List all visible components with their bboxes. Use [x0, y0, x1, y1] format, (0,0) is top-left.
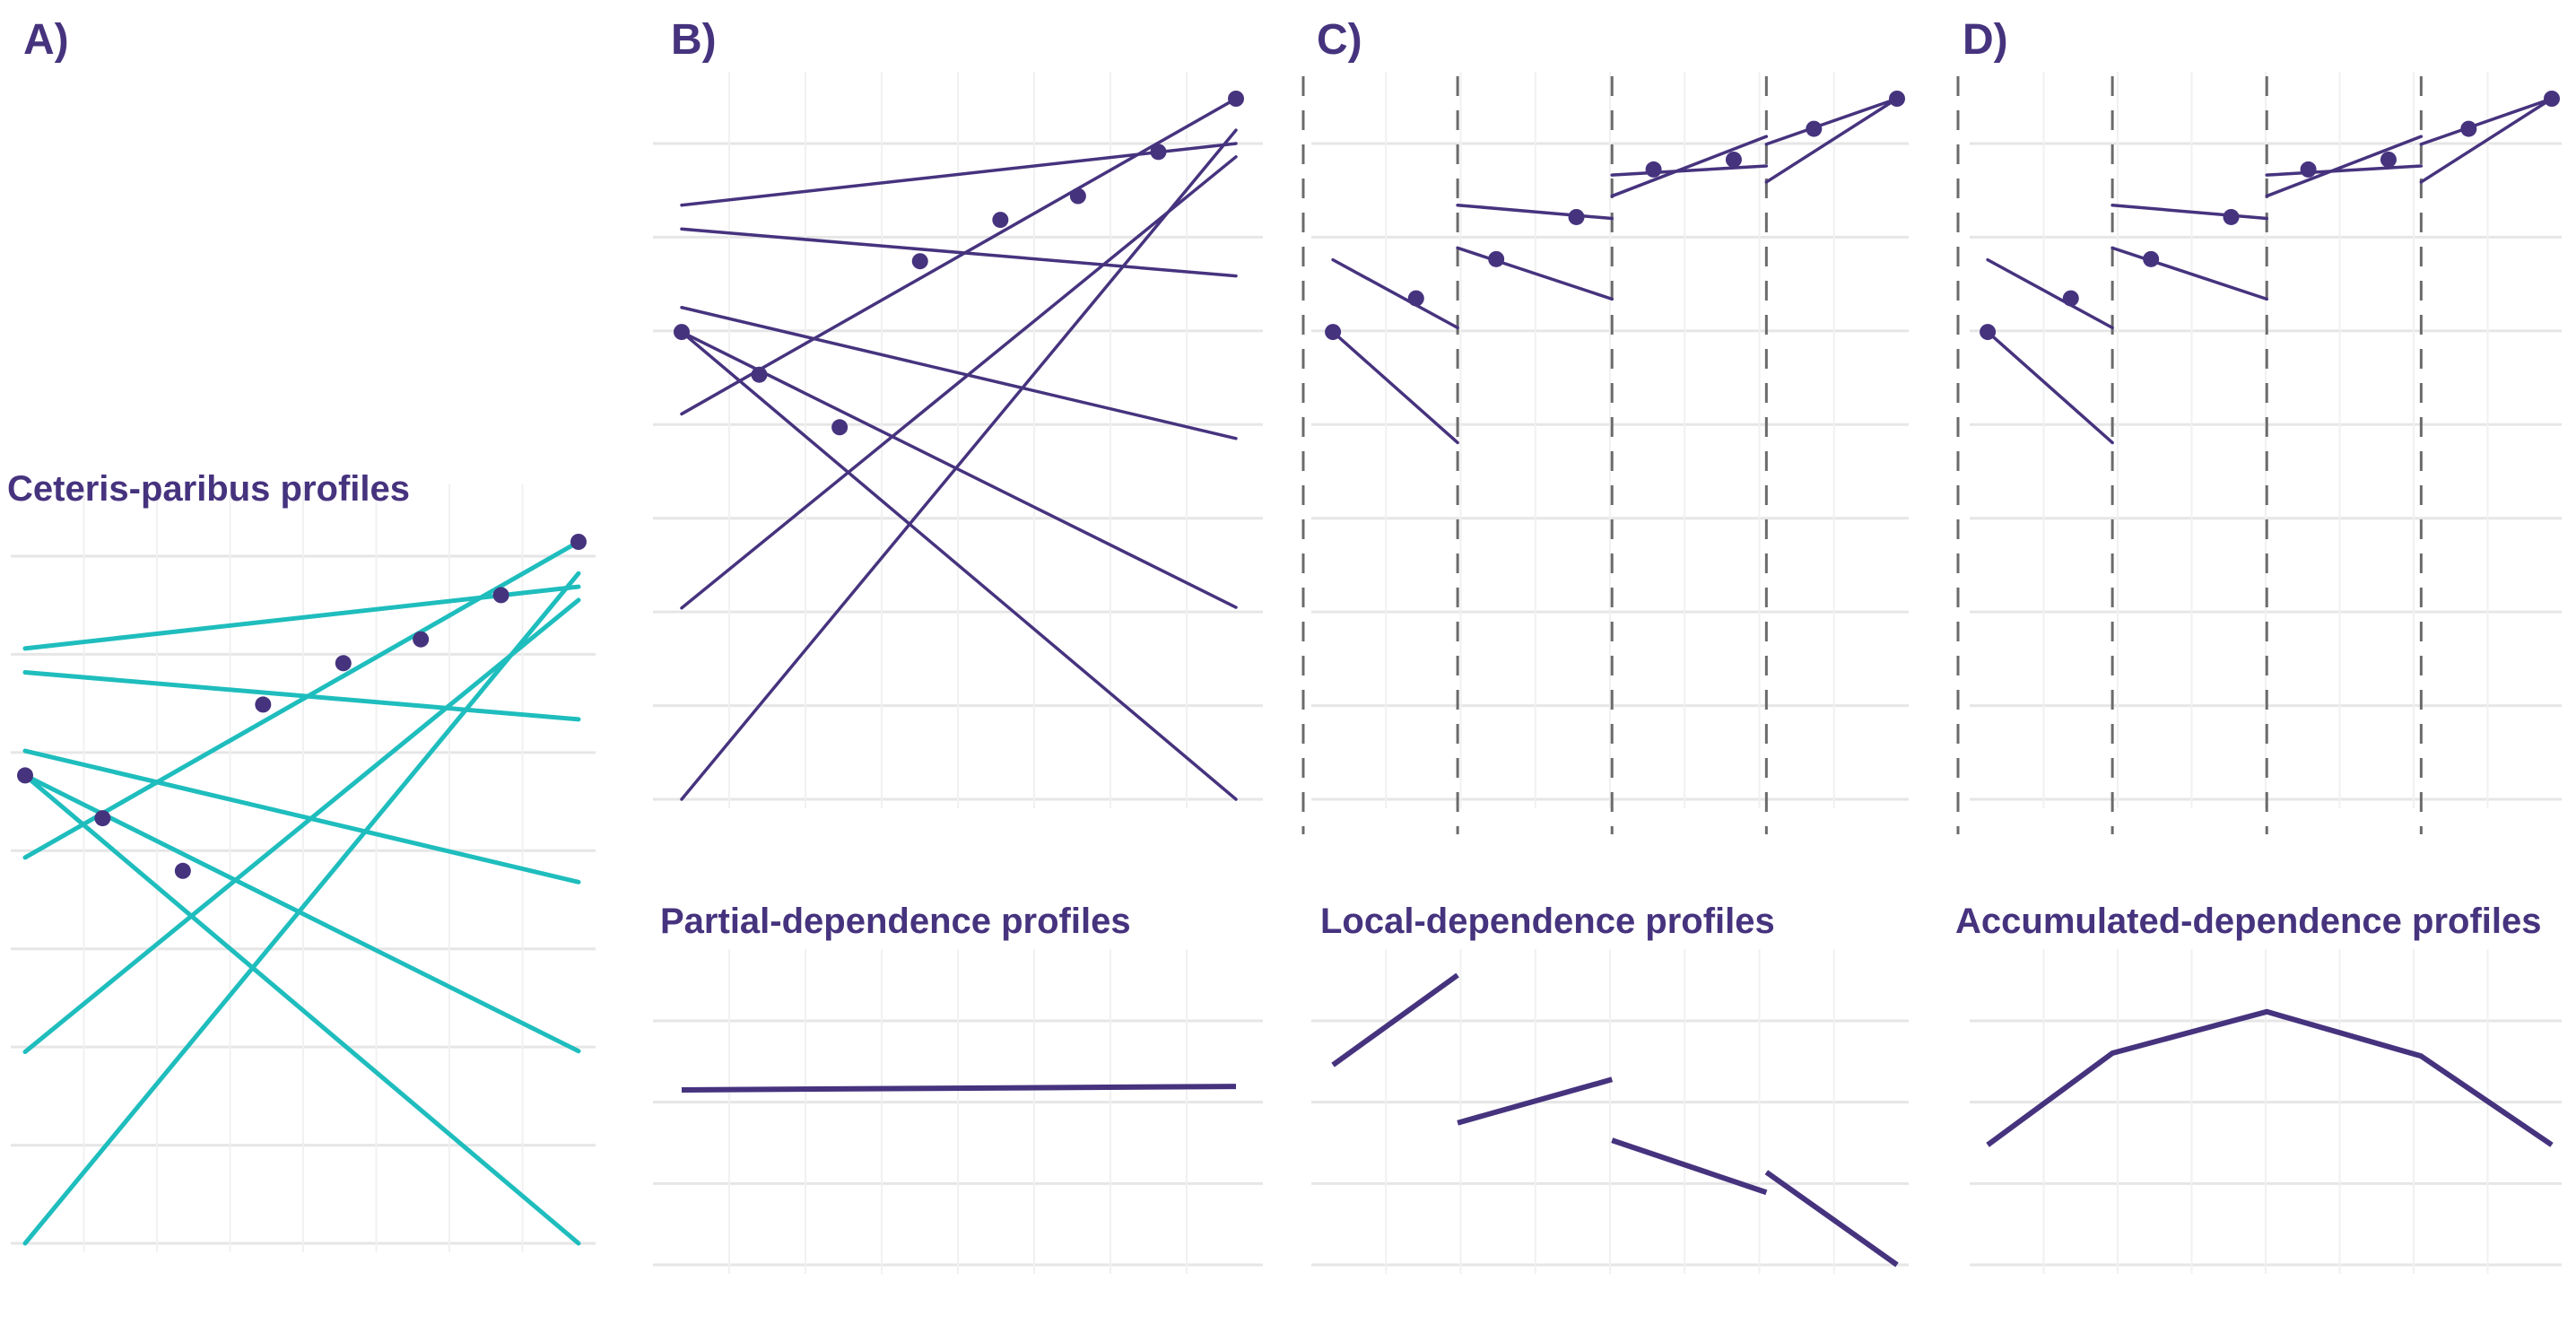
- panel-d-profile-line-5: [2265, 135, 2424, 198]
- panel-b-profile-line-4: [680, 227, 1238, 278]
- panel-b-observation-point-4: [911, 253, 928, 270]
- panel-d-profile-line-3: [2110, 246, 2268, 301]
- panel-c-observation-point-7: [1889, 91, 1905, 107]
- panel-c-profile-line-4: [1456, 203, 1614, 221]
- panel-b-profile-line-8: [680, 142, 1238, 207]
- panel-a-observation-point-6: [413, 631, 430, 648]
- panel-a-profile-line-7: [22, 539, 581, 860]
- panel-c-observation-point-3: [1488, 250, 1505, 267]
- panel-a-profile-line-1: [22, 772, 581, 1246]
- panel-d-profile-line-4: [2110, 203, 2268, 221]
- grid-layer: [11, 72, 2562, 1274]
- panel-label-a: A): [23, 16, 69, 64]
- panel-c-profile-line-3: [1456, 246, 1614, 301]
- panel-c-observation-point-5: [1645, 161, 1662, 178]
- title-ceteris-paribus: Ceteris-paribus profiles: [7, 469, 410, 509]
- panel-b-profile-line-7: [680, 97, 1238, 416]
- panel-d-observation-point-1: [1980, 324, 1997, 341]
- panel-d-observation-point-6: [2380, 151, 2397, 168]
- panel-c-aggregate-segment-2: [1457, 1076, 1614, 1126]
- panel-a-observation-point-5: [335, 655, 352, 672]
- panel-c-aggregate-segment-1: [1331, 972, 1459, 1068]
- panel-a-profile-line-8: [22, 584, 581, 651]
- panel-b-observation-point-1: [674, 324, 690, 341]
- panel-d-profile-line-8: [2419, 97, 2554, 146]
- panel-c-observation-point-8: [1806, 120, 1823, 137]
- panel-b-observation-point-2: [751, 366, 768, 383]
- panel-d-observation-point-8: [2460, 120, 2477, 137]
- panel-a-observation-point-4: [255, 696, 272, 713]
- title-accumulated-dependence: Accumulated-dependence profiles: [1955, 902, 2541, 941]
- panel-b-profile-line-1: [680, 330, 1238, 801]
- title-partial-dependence: Partial-dependence profiles: [660, 902, 1131, 941]
- panel-c-profile-line-1: [1331, 330, 1459, 445]
- panel-b-profile-line-2: [680, 330, 1238, 609]
- panel-c-profile-line-2: [1331, 257, 1459, 330]
- panel-b-observation-point-3: [831, 419, 849, 436]
- panel-a-observation-point-7: [570, 534, 587, 550]
- panel-c-profile-line-5: [1610, 135, 1769, 198]
- mark-layer: [17, 76, 2560, 1268]
- panel-label-d: D): [1962, 16, 2008, 64]
- panel-a-profile-line-6: [22, 597, 581, 1055]
- panel-d-observation-point-3: [2143, 250, 2160, 267]
- panel-d-observation-point-2: [2062, 290, 2079, 307]
- panel-d-aggregate-segment-1: [1986, 1008, 2554, 1147]
- panel-b-observation-point-7: [1228, 91, 1244, 107]
- panel-c-observation-point-6: [1725, 151, 1742, 168]
- panel-c-aggregate-segment-4: [1764, 1170, 1899, 1268]
- panel-a-profile-line-3: [22, 748, 581, 884]
- panel-c-profile-line-8: [1764, 97, 1899, 146]
- panel-label-b: B): [671, 16, 717, 64]
- panel-a-observation-point-2: [94, 810, 111, 827]
- panel-d-profile-line-2: [1986, 257, 2114, 330]
- panel-c-profile-line-6: [1610, 164, 1769, 177]
- panel-d-profile-line-7: [2419, 97, 2554, 184]
- title-local-dependence: Local-dependence profiles: [1320, 902, 1775, 941]
- panel-a-profile-line-4: [22, 669, 581, 722]
- panel-b-observation-point-5: [992, 212, 1009, 229]
- panel-b-observation-point-6: [1069, 187, 1086, 205]
- panel-b-observation-point-8: [1150, 144, 1167, 161]
- panel-a-profile-line-5: [22, 571, 581, 1246]
- panel-c-profile-line-7: [1764, 97, 1899, 184]
- panel-a-observation-point-1: [17, 767, 33, 784]
- panel-d-profile-line-6: [2265, 164, 2424, 177]
- panel-c-aggregate-segment-3: [1611, 1137, 1768, 1196]
- panel-b-profile-line-3: [680, 305, 1238, 440]
- panel-d-observation-point-7: [2544, 91, 2560, 107]
- panel-a-profile-line-2: [22, 772, 581, 1054]
- panel-c-observation-point-4: [1568, 208, 1585, 225]
- panel-d-observation-point-5: [2300, 161, 2317, 178]
- panel-b-profile-line-6: [680, 155, 1238, 610]
- panel-d-observation-point-4: [2223, 208, 2240, 225]
- panel-a-observation-point-3: [174, 862, 191, 879]
- panel-c-observation-point-2: [1407, 290, 1424, 307]
- panel-b-aggregate-segment-1: [681, 1084, 1237, 1093]
- panel-label-c: C): [1317, 16, 1362, 64]
- panel-b-profile-line-5: [680, 128, 1238, 801]
- panel-d-profile-line-1: [1986, 330, 2114, 445]
- panel-a-observation-point-8: [492, 587, 509, 604]
- panel-c-observation-point-1: [1325, 324, 1342, 341]
